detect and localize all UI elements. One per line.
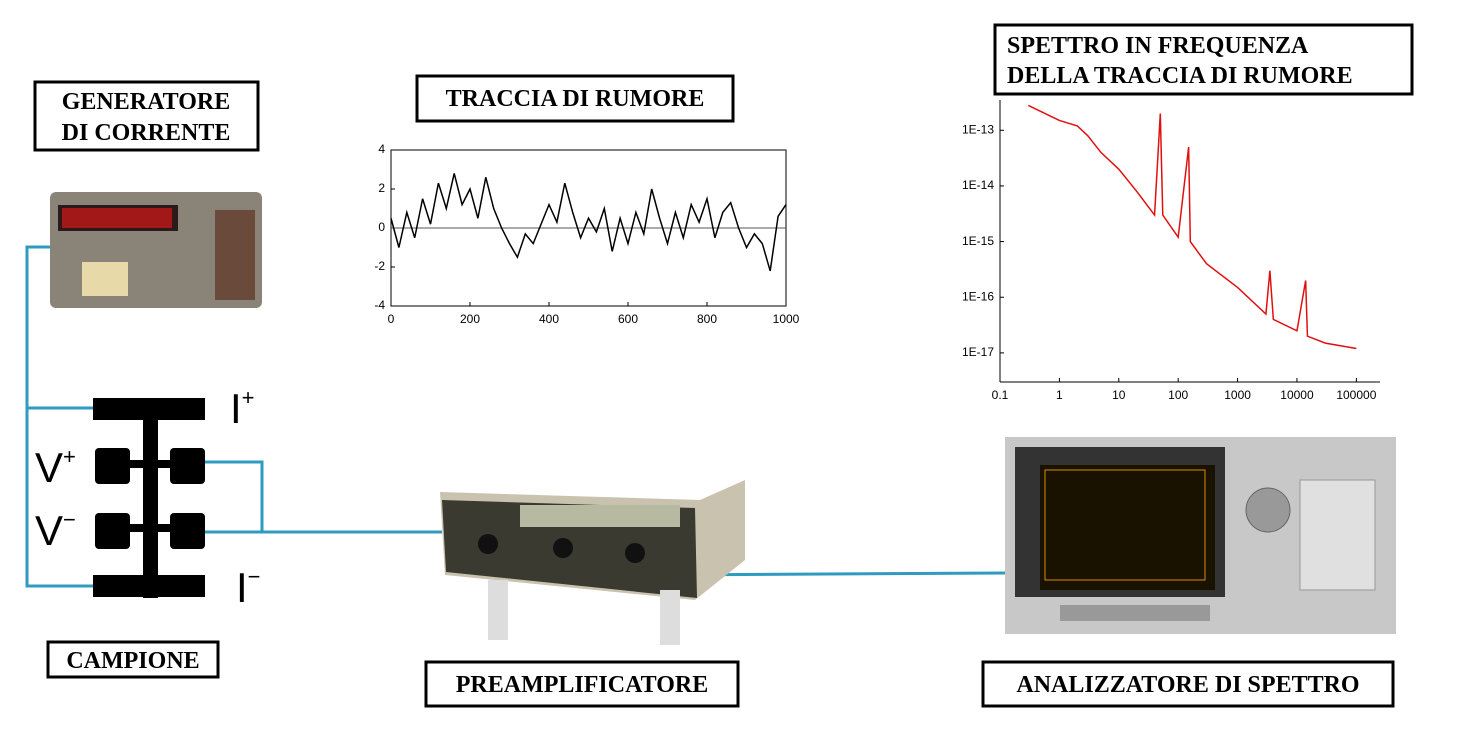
sample-pad	[95, 448, 130, 484]
device-label: PREAMPLIFICATORE	[456, 672, 708, 698]
pin-sup: −	[248, 564, 261, 589]
y-tick-label: 1E-15	[962, 234, 994, 248]
x-tick-label: 100000	[1336, 388, 1376, 402]
sample-arm	[128, 460, 172, 468]
wire	[25, 245, 95, 588]
device-screen	[1040, 465, 1215, 590]
pin-label: V−	[35, 507, 76, 554]
pin-base: I	[236, 564, 248, 611]
y-tick-label: 4	[378, 142, 385, 156]
sample-pad	[170, 448, 205, 484]
device-buttons	[82, 262, 128, 296]
pin-label: I+	[230, 385, 255, 432]
label-box	[415, 74, 735, 123]
pin-sup: +	[242, 385, 255, 410]
y-tick-label: 1E-17	[962, 345, 994, 359]
device-label: GENERATORE	[62, 89, 230, 115]
device-knob	[625, 543, 645, 563]
x-tick-label: 1	[1056, 388, 1063, 402]
pin-label: V+	[35, 444, 76, 491]
x-tick-label: 0	[388, 312, 395, 326]
pin-label: I−	[236, 564, 261, 611]
pin-sup: −	[63, 507, 76, 532]
pin-sup: +	[63, 444, 76, 469]
sample-pad	[170, 513, 205, 549]
pin-base: V	[35, 507, 63, 554]
y-tick-label: -2	[374, 259, 385, 273]
y-tick-label: -4	[374, 298, 385, 312]
current-generator	[50, 192, 262, 308]
spectrum-chart: 0.1 1 10 100 1000 10000 100000 1E-13 1E-14 1E-15 1…	[962, 100, 1380, 402]
x-tick-label: 200	[460, 312, 480, 326]
sample-pad	[93, 575, 205, 597]
x-tick-label: 800	[697, 312, 717, 326]
x-tick-label: 0.1	[992, 388, 1009, 402]
device-leg	[660, 590, 680, 645]
sample-pad	[95, 513, 130, 549]
device-keypad	[1299, 479, 1376, 591]
pin-base: V	[35, 444, 63, 491]
chart-label: TRACCIA DI RUMORE	[446, 86, 705, 112]
x-tick-label: 1000	[773, 312, 800, 326]
label-box	[424, 660, 740, 708]
wire	[200, 460, 264, 532]
data-line	[390, 173, 787, 272]
device-display	[62, 208, 172, 228]
data-line	[1028, 104, 1357, 350]
device-trace	[1044, 469, 1206, 581]
spectrum-analyzer	[1005, 437, 1396, 634]
x-tick-label: 10000	[1280, 388, 1314, 402]
sample-pad	[93, 398, 205, 420]
x-tick-label: 600	[618, 312, 638, 326]
pin-base: I	[230, 385, 242, 432]
noise-chart: 0 200 400 600 800 1000 -4 -2 0 2 4	[374, 142, 799, 326]
device-label: DI CORRENTE	[62, 120, 231, 146]
y-tick-label: 1E-14	[962, 178, 994, 192]
device-knob	[1245, 487, 1291, 533]
device-label: CAMPIONE	[66, 648, 199, 674]
label-box	[46, 640, 220, 679]
preamplifier	[440, 480, 745, 645]
sample-bar	[143, 400, 158, 598]
sample-arm	[128, 524, 172, 532]
y-tick-label: 1E-16	[962, 289, 994, 303]
device-knob	[553, 538, 573, 558]
chart-label: DELLA TRACCIA DI RUMORE	[1007, 63, 1353, 89]
label-box	[981, 660, 1395, 708]
x-tick-label: 1000	[1224, 388, 1251, 402]
y-tick-label: 1E-13	[962, 122, 994, 136]
sample: I+ V+ V− I−	[35, 385, 261, 611]
x-tick-label: 10	[1112, 388, 1126, 402]
label-box	[33, 80, 260, 152]
device-leg	[488, 580, 508, 640]
y-tick-label: 2	[378, 181, 385, 195]
device-keypad	[215, 210, 255, 300]
x-tick-label: 400	[539, 312, 559, 326]
device-label: ANALIZZATORE DI SPETTRO	[1016, 672, 1359, 698]
device-display	[520, 505, 680, 527]
label-box	[993, 23, 1414, 96]
y-tick-label: 0	[378, 220, 385, 234]
device-softkeys	[1060, 605, 1210, 621]
x-tick-label: 100	[1168, 388, 1188, 402]
device-knob	[478, 534, 498, 554]
chart-label: SPETTRO IN FREQUENZA	[1007, 33, 1309, 59]
